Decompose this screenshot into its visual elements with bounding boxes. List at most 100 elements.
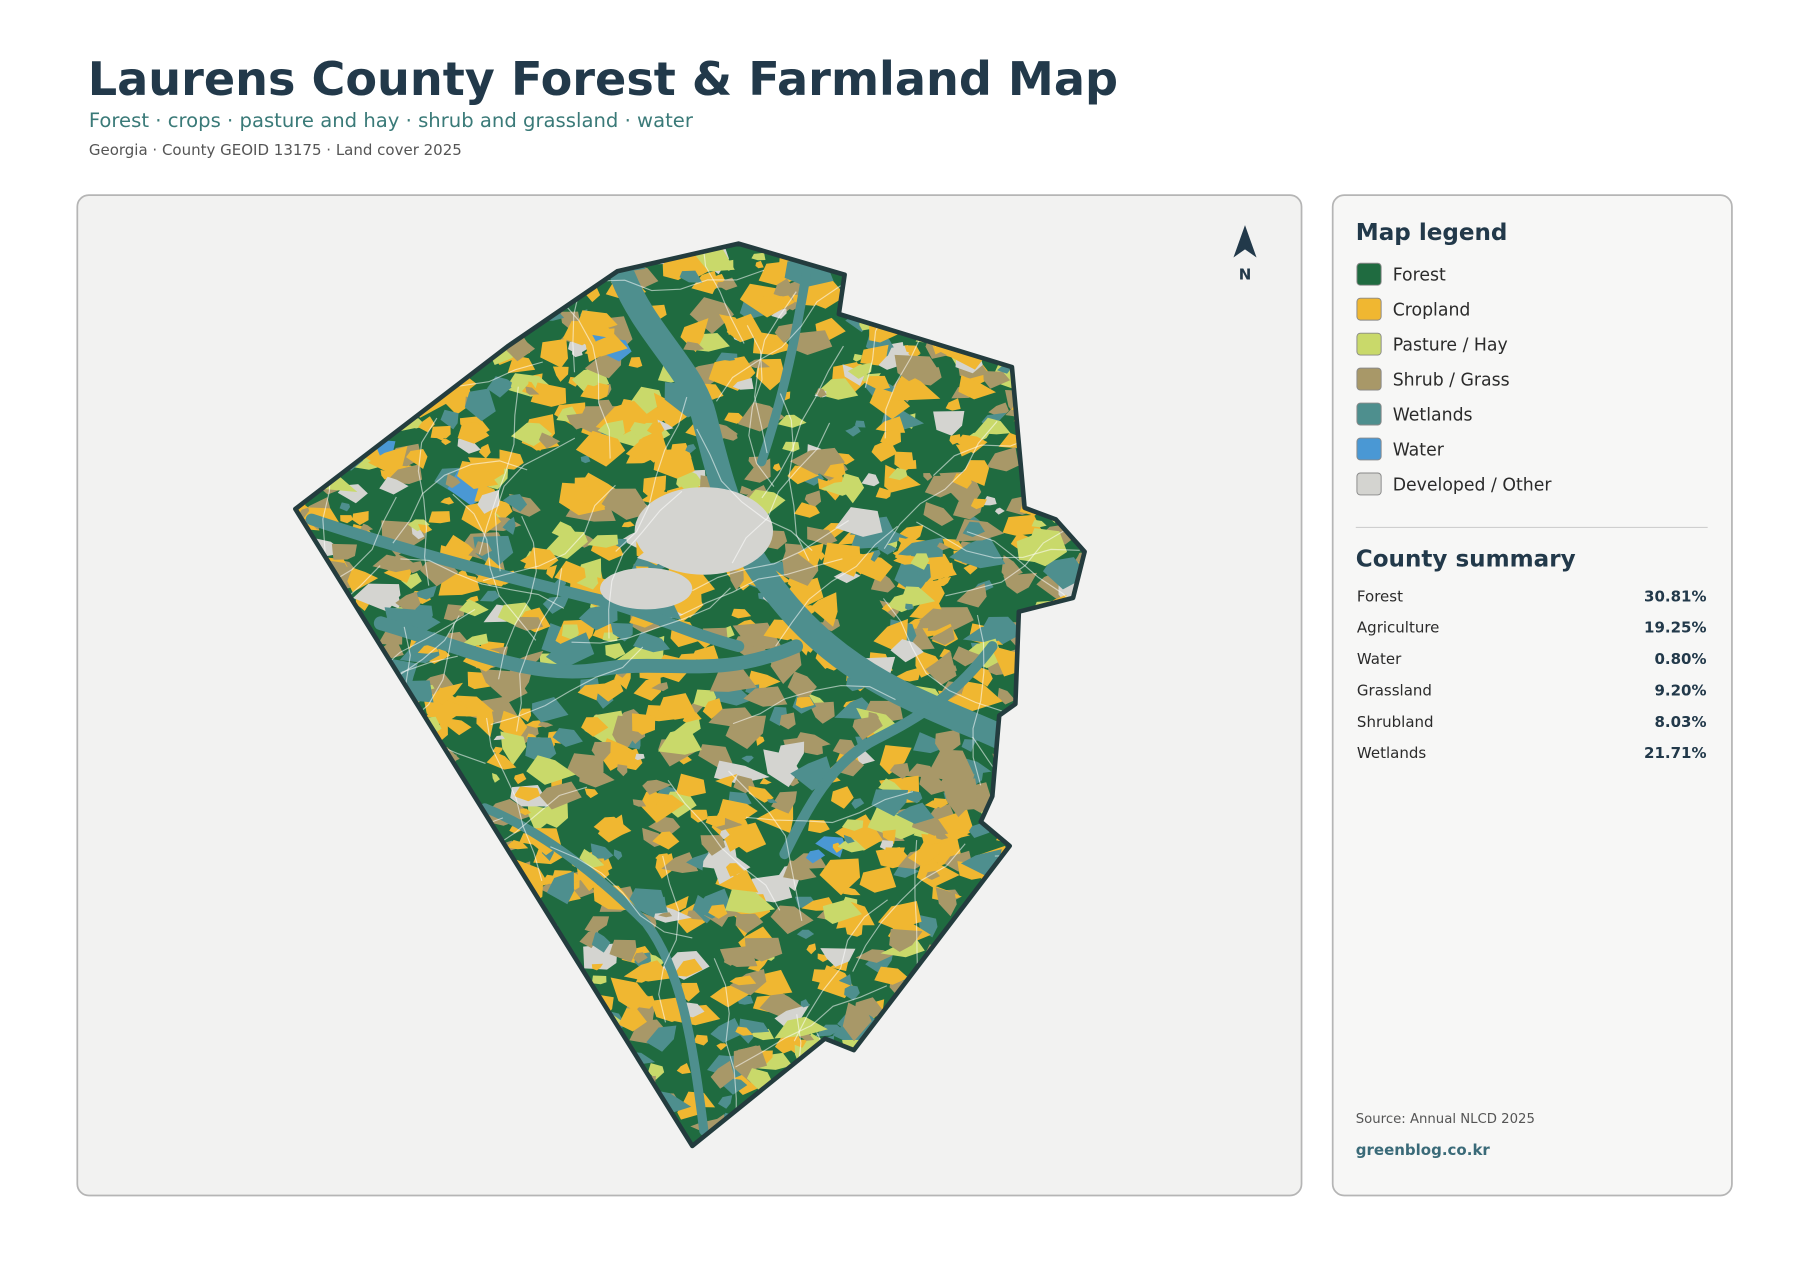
road: [746, 325, 775, 487]
land-patch: [458, 599, 489, 617]
road: [681, 243, 745, 344]
land-patch: [406, 449, 428, 469]
land-patch: [837, 839, 866, 853]
land-patch: [544, 531, 588, 560]
land-patch: [525, 737, 557, 764]
road: [498, 515, 537, 680]
land-patch: [554, 560, 586, 585]
summary-value: 21.71%: [1644, 744, 1706, 762]
land-patch: [768, 340, 791, 354]
road: [608, 490, 683, 639]
summary-label: Water: [1357, 650, 1402, 668]
developed-area: [600, 567, 693, 610]
land-patch: [575, 558, 602, 590]
land-patch: [832, 842, 843, 853]
land-patch: [956, 583, 987, 608]
land-patch: [587, 534, 619, 548]
sidebar-panel: [1331, 194, 1733, 1197]
land-patch: [926, 749, 975, 781]
land-patch: [584, 916, 610, 934]
legend-label: Shrub / Grass: [1393, 370, 1510, 390]
land-patch: [505, 840, 529, 850]
land-patch: [597, 420, 625, 440]
land-patch: [717, 1095, 733, 1109]
land-patch: [807, 526, 829, 543]
summary-table: Forest 30.81% Agriculture 19.25% Water 0.80% G…: [1357, 587, 1707, 762]
land-patch: [945, 398, 961, 411]
land-patch: [592, 677, 624, 702]
land-patch: [903, 790, 923, 804]
land-patch: [819, 858, 861, 896]
land-patch: [883, 847, 905, 866]
land-patch: [441, 438, 452, 446]
legend-title: Map legend: [1356, 220, 1508, 246]
land-patch: [748, 785, 774, 803]
land-patch: [428, 511, 451, 524]
land-patch: [379, 476, 409, 495]
land-patch: [602, 632, 618, 642]
land-patch: [868, 711, 879, 723]
land-patch: [726, 313, 763, 343]
land-patch: [492, 746, 503, 755]
land-patch: [716, 1043, 727, 1051]
land-patch: [486, 752, 517, 770]
land-patch: [960, 460, 990, 487]
land-patch: [352, 510, 369, 526]
road: [490, 646, 644, 726]
land-patch: [777, 414, 807, 428]
road: [595, 269, 765, 292]
land-patch: [924, 475, 955, 498]
land-patch: [653, 448, 695, 479]
land-patch: [937, 542, 951, 551]
land-patch: [942, 778, 979, 818]
land-patch: [628, 357, 643, 368]
land-patch: [831, 786, 854, 809]
land-patch: [520, 808, 531, 816]
land-patch: [476, 709, 494, 738]
land-patch: [445, 473, 461, 489]
land-patch: [797, 543, 824, 568]
land-patch: [997, 687, 1016, 705]
land-patch: [888, 467, 908, 481]
land-patch: [340, 515, 354, 524]
land-patch: [847, 362, 873, 379]
land-patch: [915, 649, 945, 678]
land-patch: [772, 463, 782, 472]
land-patch: [744, 937, 783, 962]
land-patch: [806, 943, 817, 955]
land-patch: [925, 650, 957, 686]
land-patch: [352, 583, 401, 612]
land-patch: [633, 952, 648, 964]
land-patch: [362, 449, 381, 465]
land-patch: [591, 963, 603, 971]
land-patch: [648, 1063, 665, 1080]
land-patch: [778, 741, 805, 772]
legend-swatch: [1356, 367, 1382, 391]
land-patch: [572, 349, 583, 358]
land-patch: [705, 815, 726, 827]
road: [793, 899, 888, 1042]
land-patch: [822, 899, 862, 925]
land-patch: [443, 604, 466, 621]
road: [478, 386, 519, 555]
land-patch: [889, 762, 910, 779]
source: Source: Annual NLCD 2025: [1356, 1112, 1535, 1127]
land-patch: [574, 477, 590, 488]
land-patch: [842, 1002, 872, 1042]
land-patch: [735, 1026, 753, 1036]
land-patch: [513, 786, 541, 802]
land-patch: [751, 252, 766, 261]
land-patch: [621, 521, 635, 528]
land-patch: [431, 427, 448, 441]
land-patch: [581, 717, 609, 737]
land-patch: [986, 447, 1019, 472]
land-patch: [680, 982, 700, 1002]
land-patch: [633, 676, 662, 701]
land-patch: [339, 502, 351, 512]
land-patch: [359, 523, 374, 532]
land-patch: [784, 543, 806, 563]
land-patch: [895, 802, 935, 824]
land-patch: [923, 501, 954, 526]
land-patch: [478, 443, 491, 459]
land-patch: [591, 931, 611, 953]
